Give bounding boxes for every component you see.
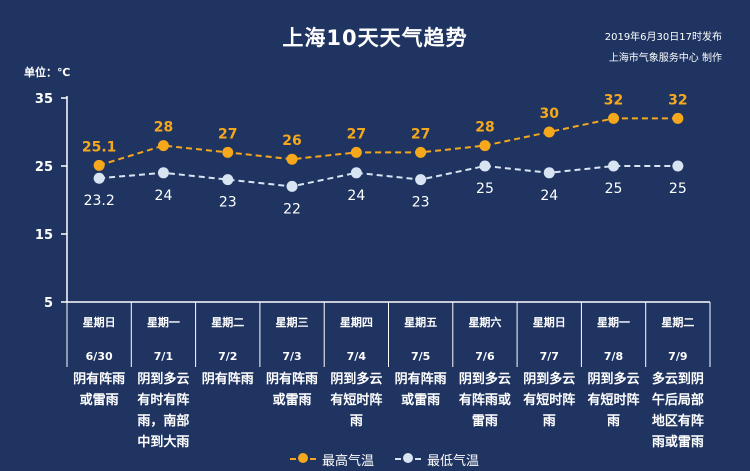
- publisher: 上海市气象服务中心 制作: [608, 53, 722, 64]
- high-temp-label: 27: [347, 126, 366, 142]
- weather-description: 阴有阵雨或雷雨: [73, 372, 126, 408]
- date-label: 7/6: [475, 350, 495, 363]
- legend: 最高气温 最低气温: [0, 449, 750, 469]
- low-temp-label: 23: [412, 195, 430, 211]
- weather-description: 阴到多云有时有阵雨，南部中到大雨: [137, 372, 190, 450]
- weekday-label: 星期五: [404, 315, 437, 329]
- high-temp-point: [157, 140, 169, 152]
- date-label: 7/8: [604, 350, 623, 363]
- high-temp-point: [93, 159, 105, 171]
- high-temp-point: [543, 126, 555, 138]
- low-temp-line: [99, 164, 678, 188]
- legend-label: 最高气温: [322, 454, 375, 469]
- high-temp-label: 28: [475, 120, 494, 136]
- weekday-label: 星期三: [276, 315, 309, 329]
- publish-date: 2019年6月30日17时发布: [604, 32, 722, 43]
- low-temp-label: 23: [219, 195, 237, 211]
- weather-description: 阴到多云有短时阵雨: [523, 372, 576, 429]
- date-label: 6/30: [86, 350, 113, 363]
- y-tick-label-35: 35: [35, 92, 53, 107]
- date-label: 7/4: [347, 350, 367, 363]
- weather-description: 阴有阵雨或雷雨: [394, 372, 447, 408]
- high-temp-label: 27: [411, 126, 430, 142]
- low-temp-label: 25: [669, 181, 687, 197]
- weather-description: 阴到多云有阵雨或雷雨: [458, 372, 511, 429]
- high-temp-label: 26: [282, 133, 301, 149]
- weekday-label: 星期六: [468, 315, 501, 329]
- high-temp-point: [608, 112, 620, 124]
- legend-marker: [403, 453, 413, 463]
- low-temp-label: 25: [605, 181, 623, 197]
- low-temp-point: [543, 167, 555, 179]
- weekday-label: 星期日: [83, 315, 116, 329]
- high-temp-point: [222, 146, 234, 158]
- low-temp-label: 24: [155, 188, 173, 204]
- low-temp-point: [672, 160, 684, 172]
- high-temp-label: 28: [154, 120, 173, 136]
- date-label: 7/5: [411, 350, 430, 363]
- chart-title: 上海10天天气趋势: [282, 26, 468, 50]
- high-temp-line: [98, 117, 678, 167]
- low-temp-point: [479, 160, 491, 172]
- weekday-label: 星期二: [661, 315, 694, 329]
- date-label: 7/2: [218, 350, 237, 363]
- legend-label: 最低气温: [427, 454, 480, 469]
- weekday-label: 星期一: [597, 315, 630, 329]
- weekday-label: 星期一: [147, 315, 180, 329]
- date-label: 7/1: [154, 350, 173, 363]
- weather-description: 多云到阴午后局部地区有阵雨或雷雨: [651, 372, 704, 450]
- low-temp-point: [350, 167, 362, 179]
- weekday-label: 星期日: [533, 315, 566, 329]
- high-temp-point: [415, 146, 427, 158]
- y-tick-label-15: 15: [35, 228, 53, 243]
- high-temp-point: [286, 153, 298, 165]
- low-temp-point: [415, 174, 427, 186]
- weather-description: 阴到多云有短时阵雨: [330, 372, 383, 429]
- low-temp-label: 22: [283, 201, 301, 217]
- low-temp-point: [608, 160, 620, 172]
- y-tick-label-25: 25: [35, 160, 53, 175]
- low-temp-point: [157, 167, 169, 179]
- weather-description: 阴到多云有短时阵雨: [587, 372, 640, 429]
- weather-description: 阴有阵雨: [201, 372, 254, 387]
- high-temp-label: 32: [604, 92, 623, 108]
- low-temp-label: 25: [476, 181, 494, 197]
- legend-marker: [298, 453, 308, 463]
- low-temp-label: 24: [540, 188, 558, 204]
- date-label: 7/9: [668, 350, 687, 363]
- weekday-label: 星期四: [340, 315, 373, 329]
- high-temp-label: 27: [218, 126, 237, 142]
- low-temp-point: [93, 172, 105, 184]
- low-temp-point: [222, 174, 234, 186]
- low-temp-point: [286, 180, 298, 192]
- date-label: 7/7: [540, 350, 559, 363]
- weekday-label: 星期二: [211, 315, 244, 329]
- high-temp-point: [479, 140, 491, 152]
- high-temp-label: 32: [668, 92, 687, 108]
- low-temp-label: 24: [347, 188, 365, 204]
- weather-description: 阴有阵雨或雷雨: [266, 372, 319, 408]
- high-temp-label: 25.1: [82, 139, 117, 155]
- unit-label: 单位：℃: [24, 66, 71, 79]
- high-temp-label: 30: [540, 106, 560, 122]
- high-temp-point: [350, 146, 362, 158]
- low-temp-label: 23.2: [84, 193, 115, 209]
- date-label: 7/3: [282, 350, 301, 363]
- high-temp-point: [672, 112, 684, 124]
- y-tick-label-5: 5: [44, 296, 53, 311]
